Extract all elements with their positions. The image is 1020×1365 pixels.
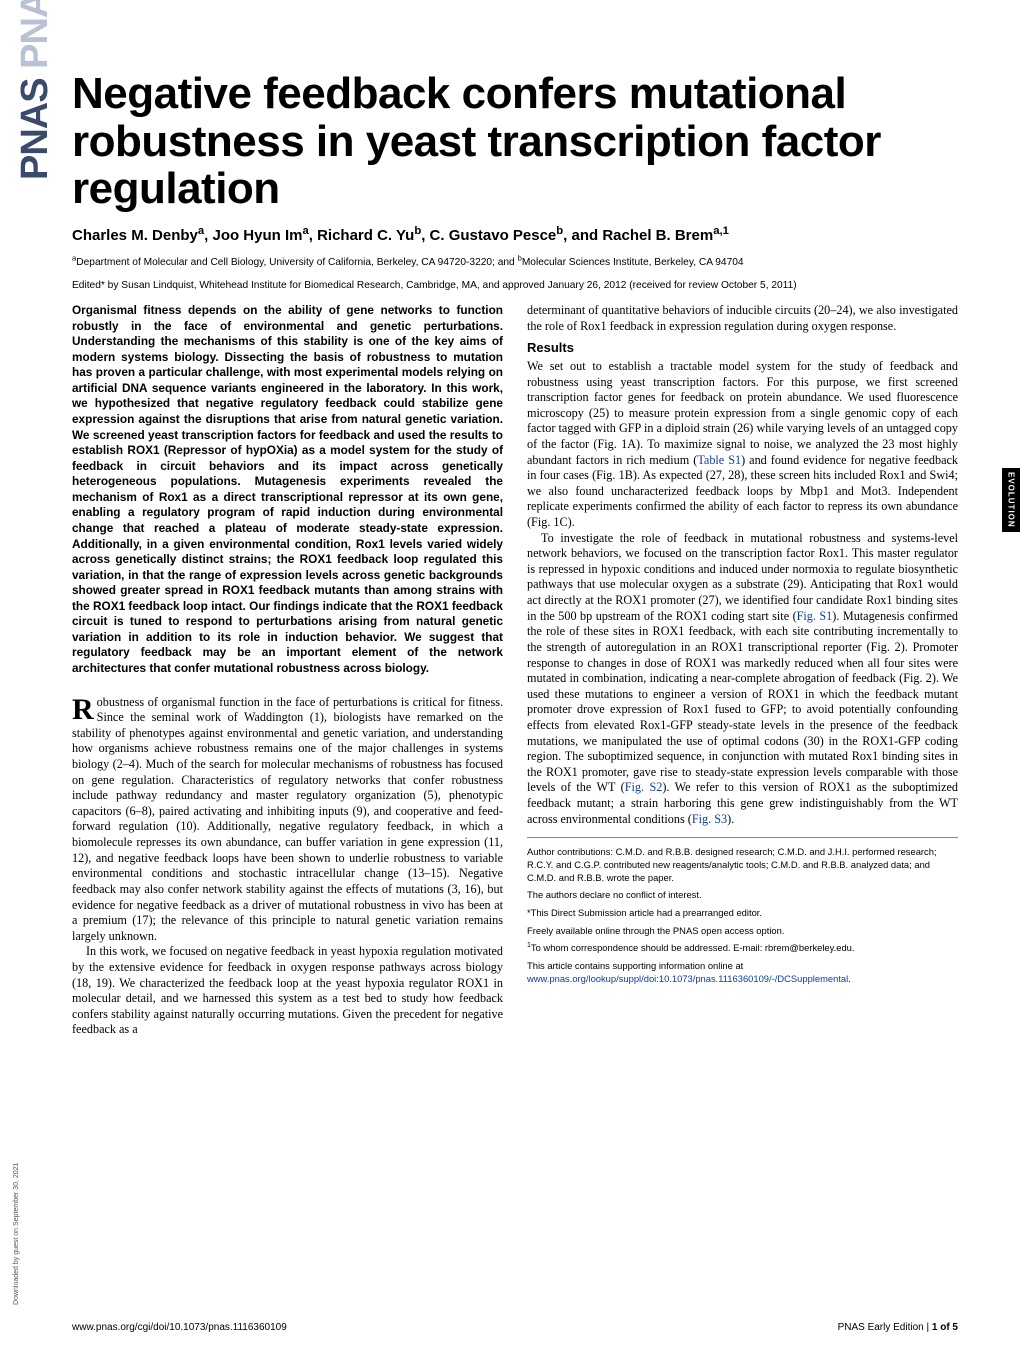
results-paragraph: We set out to establish a tractable mode… bbox=[527, 359, 958, 531]
footnotes: Author contributions: C.M.D. and R.B.B. … bbox=[527, 837, 958, 985]
supplemental: This article contains supporting informa… bbox=[527, 960, 958, 985]
column-left: Organismal fitness depends on the abilit… bbox=[72, 303, 503, 1038]
section-tab: EVOLUTION bbox=[1002, 468, 1020, 532]
intro-text: obustness of organismal function in the … bbox=[72, 695, 503, 943]
dropcap: R bbox=[72, 695, 97, 723]
logo-segment: PNAS bbox=[14, 78, 56, 180]
footer-page: PNAS Early Edition | 1 of 5 bbox=[838, 1322, 958, 1333]
abstract: Organismal fitness depends on the abilit… bbox=[72, 303, 503, 677]
results-heading: Results bbox=[527, 340, 958, 357]
page-footer: www.pnas.org/cgi/doi/10.1073/pnas.111636… bbox=[72, 1322, 958, 1333]
intro-paragraph-2: In this work, we focused on negative fee… bbox=[72, 944, 503, 1038]
logo-segment: PNAS bbox=[14, 0, 56, 69]
correspondence: 1To whom correspondence should be addres… bbox=[527, 942, 958, 955]
conflict-statement: The authors declare no conflict of inter… bbox=[527, 889, 958, 902]
author-contributions: Author contributions: C.M.D. and R.B.B. … bbox=[527, 846, 958, 884]
intro-paragraph: Robustness of organismal function in the… bbox=[72, 695, 503, 945]
two-column-body: Organismal fitness depends on the abilit… bbox=[72, 303, 958, 1038]
author-list: Charles M. Denbya, Joo Hyun Ima, Richard… bbox=[72, 227, 958, 244]
footer-doi: www.pnas.org/cgi/doi/10.1073/pnas.111636… bbox=[72, 1322, 287, 1333]
download-notice: Downloaded by guest on September 30, 202… bbox=[13, 1163, 20, 1305]
continuation-paragraph: determinant of quantitative behaviors of… bbox=[527, 303, 958, 334]
column-right: determinant of quantitative behaviors of… bbox=[527, 303, 958, 1038]
pnas-logo: PNAS PNAS PNAS bbox=[14, 0, 57, 180]
results-paragraph-2: To investigate the role of feedback in m… bbox=[527, 531, 958, 828]
open-access: Freely available online through the PNAS… bbox=[527, 925, 958, 938]
edited-by: Edited* by Susan Lindquist, Whitehead In… bbox=[72, 279, 958, 293]
page: PNAS PNAS PNAS EVOLUTION Downloaded by g… bbox=[0, 0, 1020, 1365]
affiliations: aDepartment of Molecular and Cell Biolog… bbox=[72, 256, 958, 270]
article-title: Negative feedback confers mutational rob… bbox=[72, 70, 958, 213]
direct-submission: *This Direct Submission article had a pr… bbox=[527, 907, 958, 920]
